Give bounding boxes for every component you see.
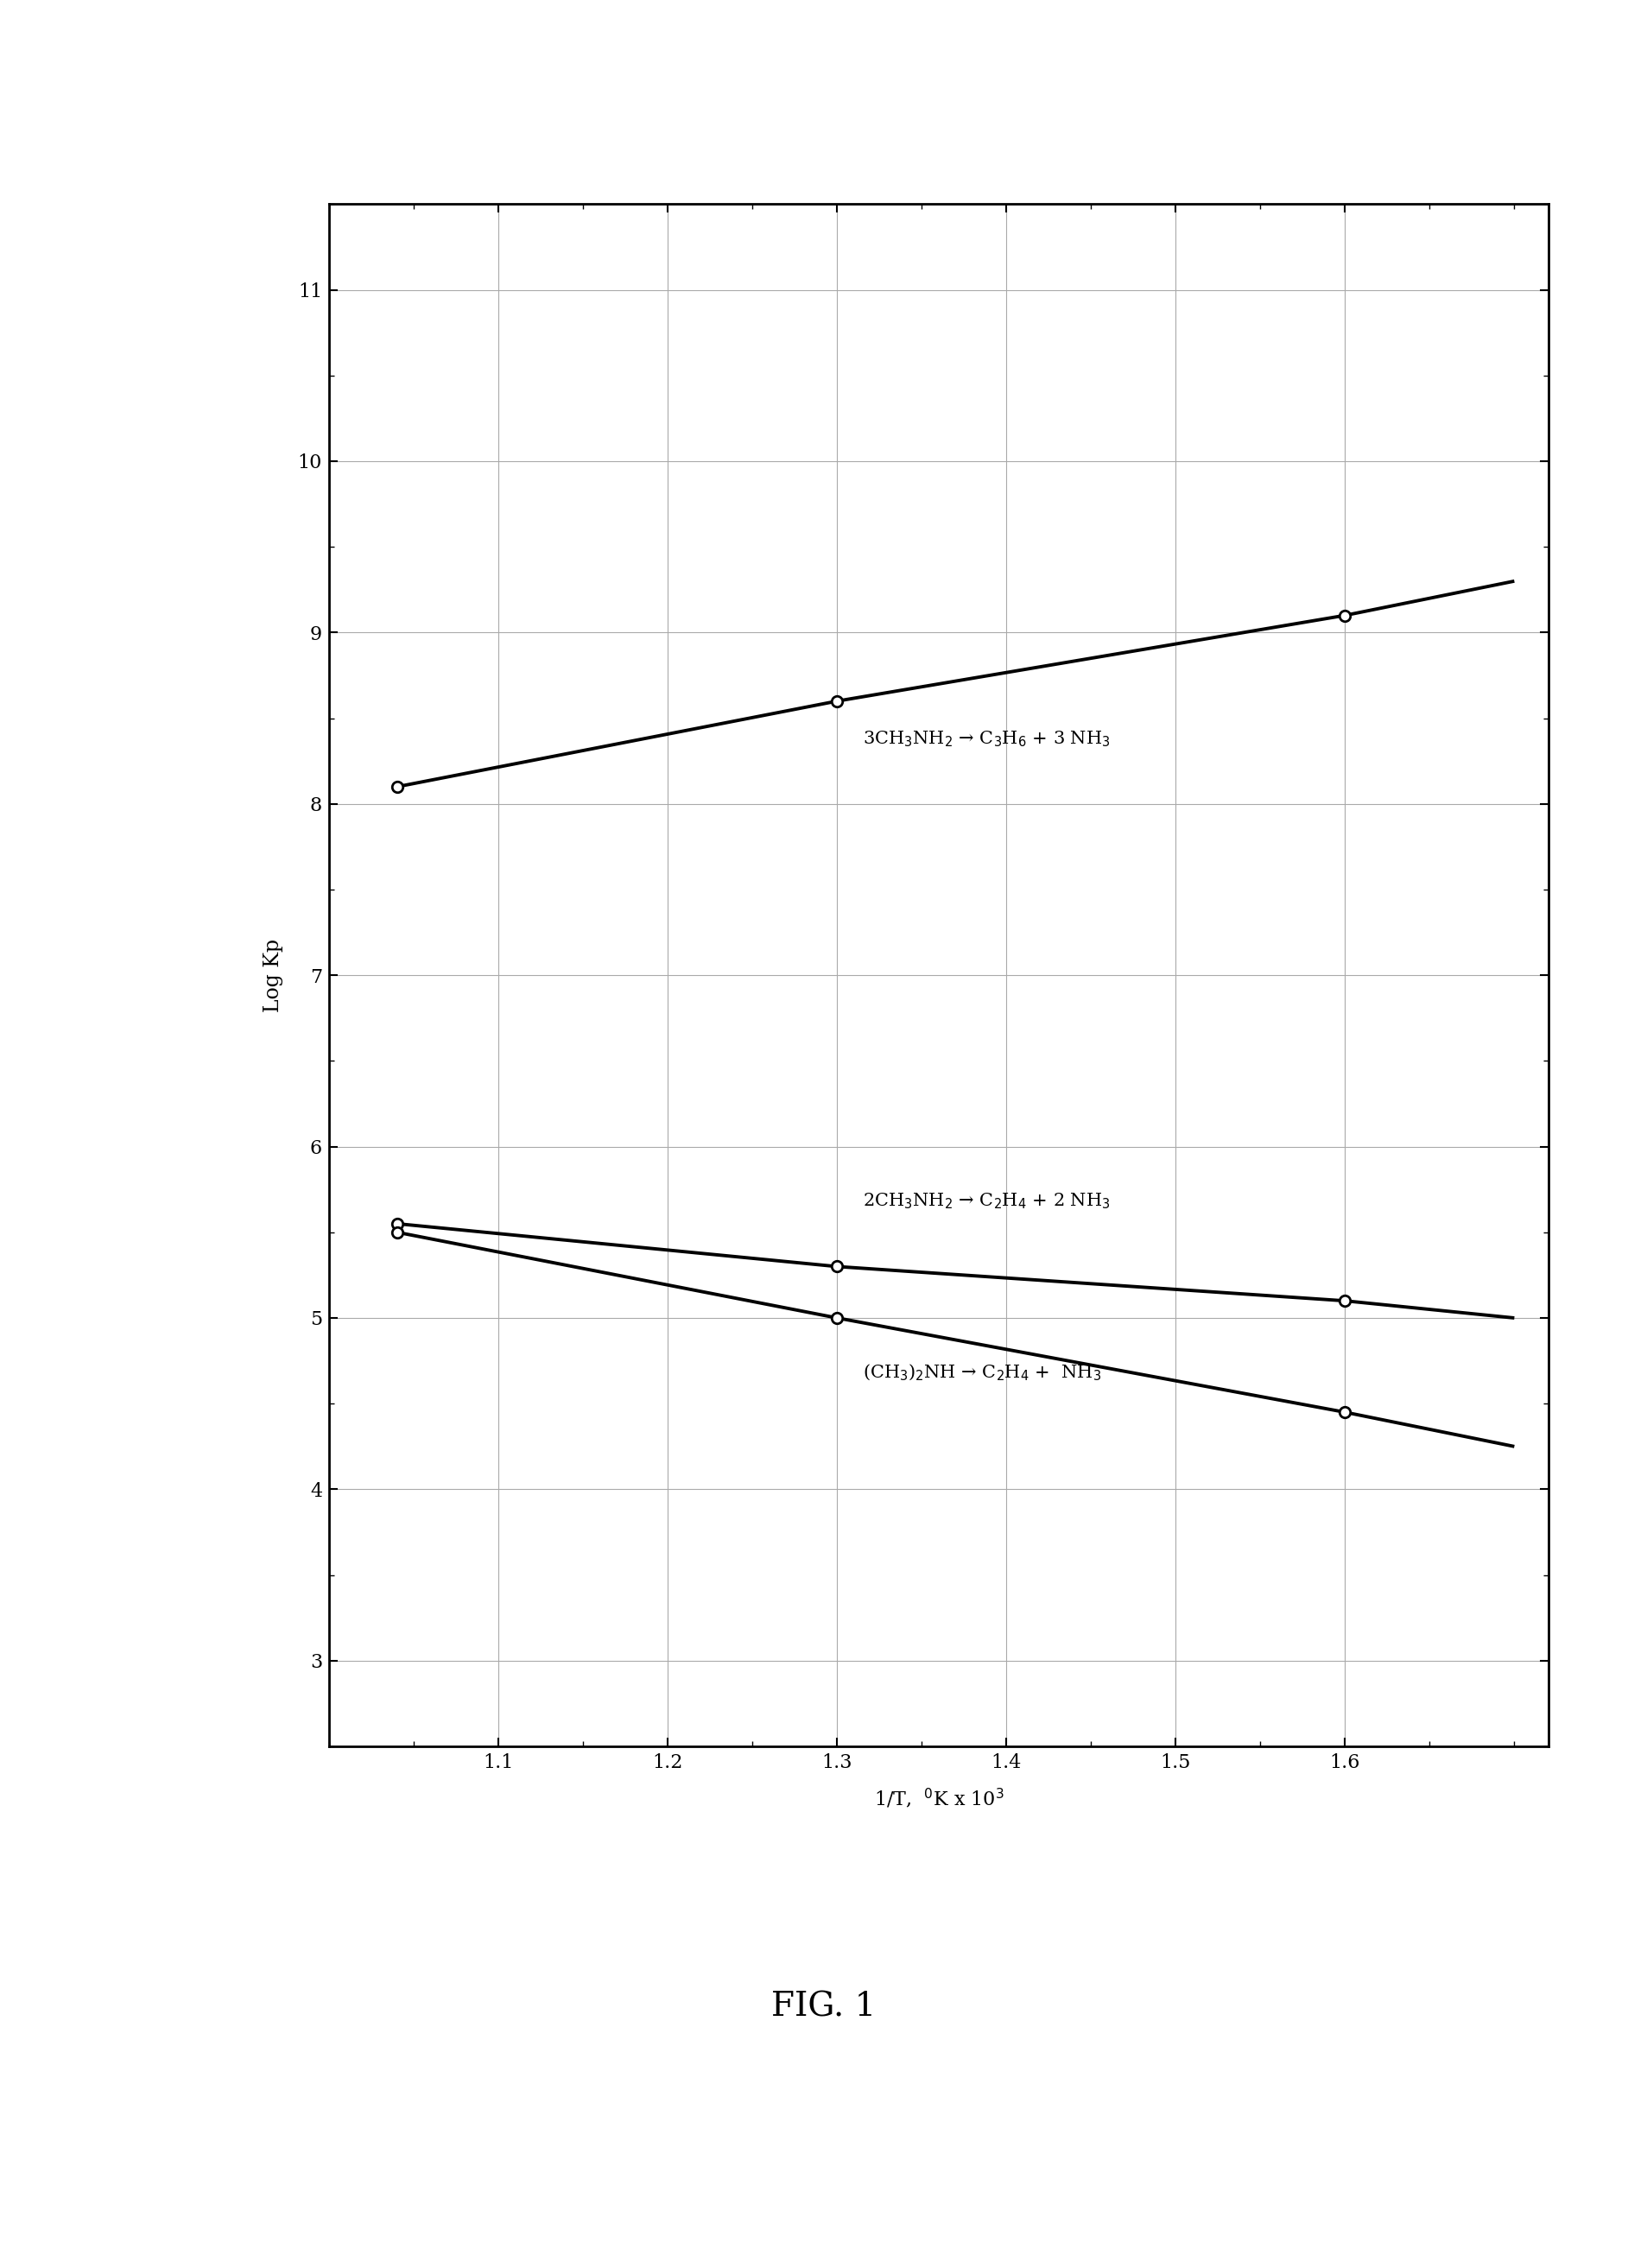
Text: 2CH$_3$NH$_2$ → C$_2$H$_4$ + 2 NH$_3$: 2CH$_3$NH$_2$ → C$_2$H$_4$ + 2 NH$_3$ [863,1191,1110,1211]
Text: (CH$_3$)$_2$NH → C$_2$H$_4$ +  NH$_3$: (CH$_3$)$_2$NH → C$_2$H$_4$ + NH$_3$ [863,1363,1102,1383]
X-axis label: 1/T,  $^0$K x 10$^3$: 1/T, $^0$K x 10$^3$ [873,1787,1005,1810]
Text: 3CH$_3$NH$_2$ → C$_3$H$_6$ + 3 NH$_3$: 3CH$_3$NH$_2$ → C$_3$H$_6$ + 3 NH$_3$ [863,728,1110,748]
Text: FIG. 1: FIG. 1 [771,1991,876,2023]
Y-axis label: Log Kp: Log Kp [264,939,283,1012]
